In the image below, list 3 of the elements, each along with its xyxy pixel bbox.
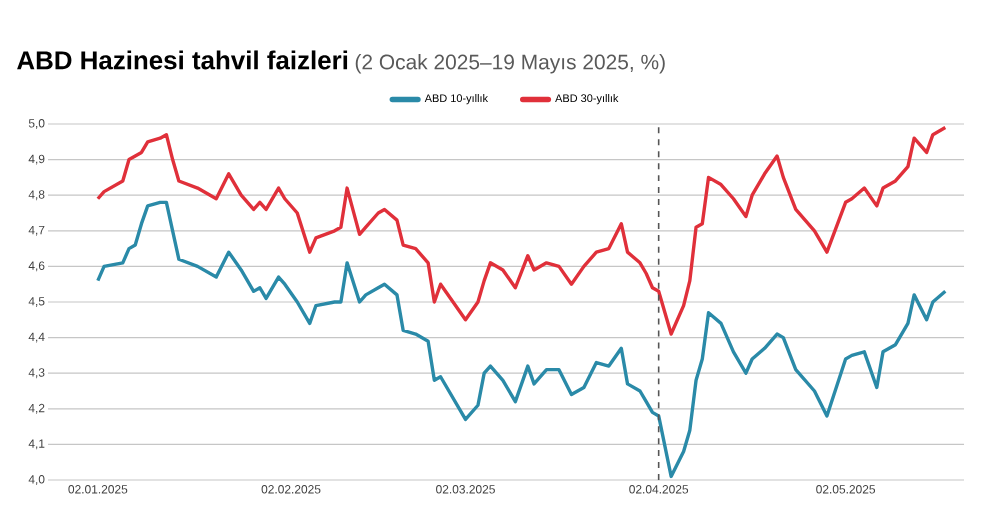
chart-title: ABD Hazinesi tahvil faizleri [17, 50, 348, 70]
line-series [96, 125, 948, 336]
chart-subtitle: (2 Ocak 2025–19 Mayıs 2025, %) [355, 54, 665, 74]
